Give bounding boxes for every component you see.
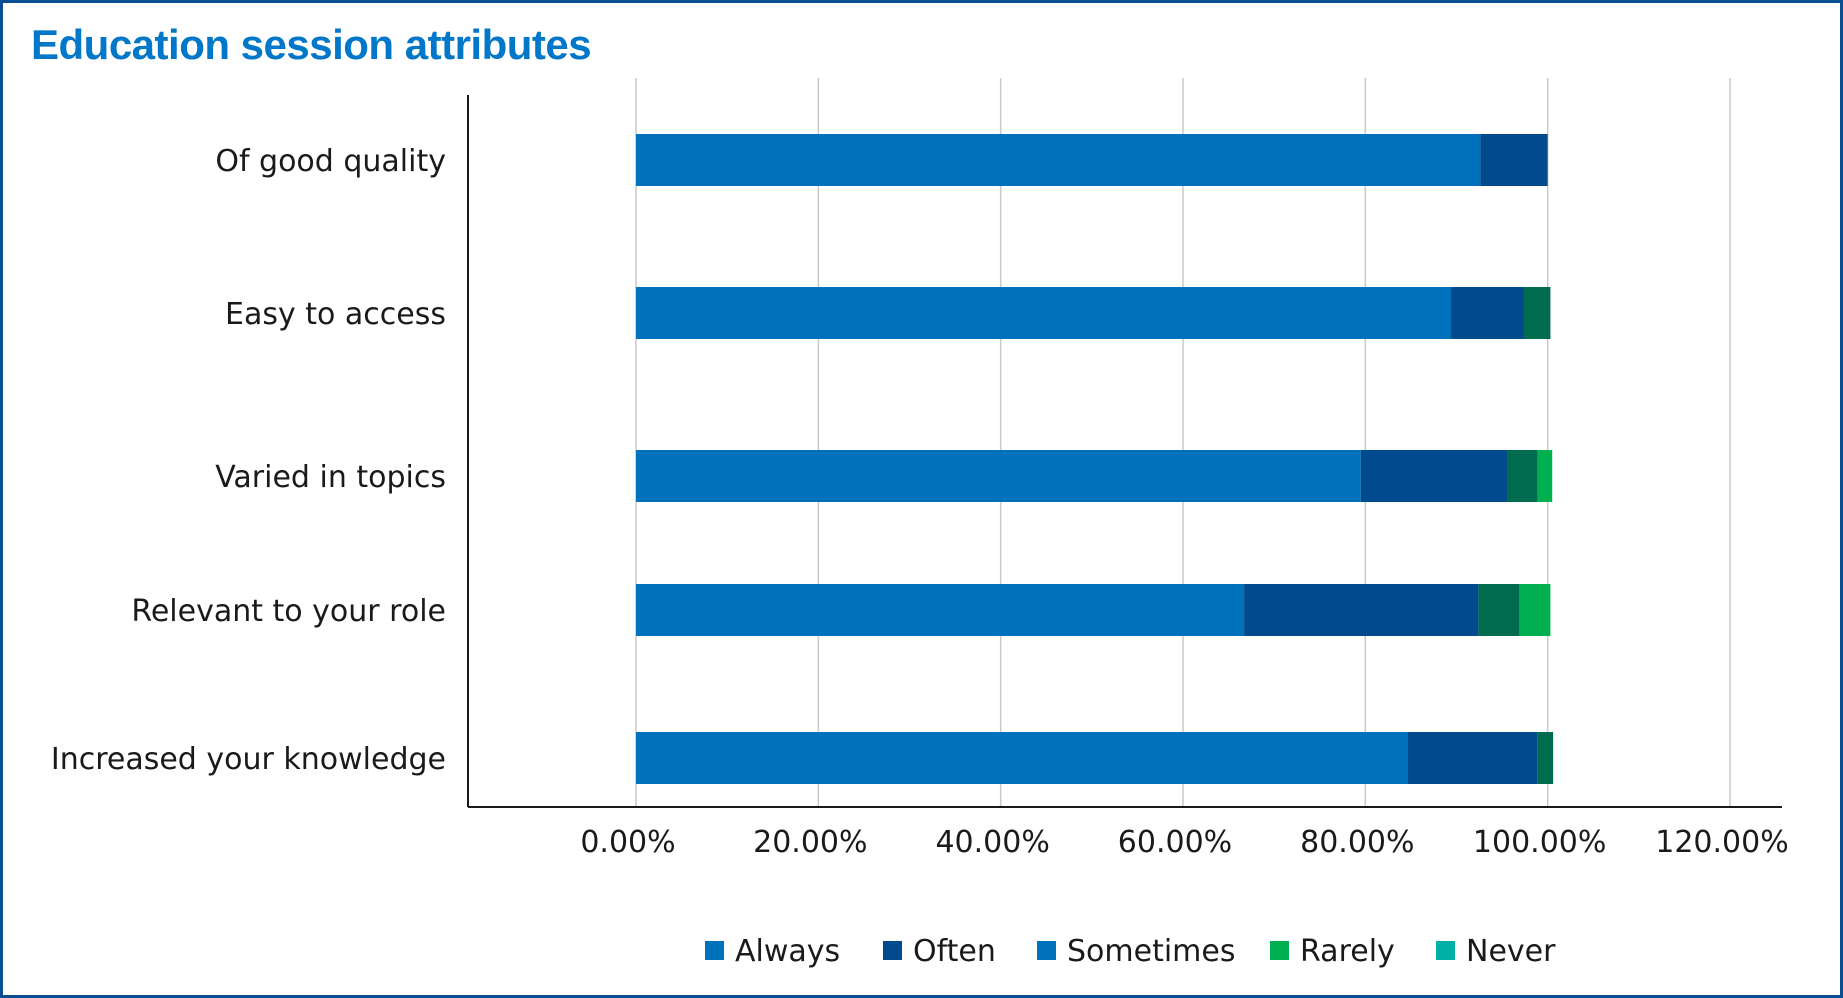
bar-often-0 [1480, 134, 1548, 186]
bar-always-0 [636, 134, 1481, 186]
x-tick-labels: 0.00% 20.00% 40.00% 60.00% 80.00% 100.00% 120.… [580, 825, 1788, 860]
legend-swatch-sometimes [1037, 941, 1056, 960]
bar-sometimes-1 [1523, 287, 1551, 339]
bar-often-1 [1451, 287, 1524, 339]
legend-swatch-never [1436, 941, 1455, 960]
legend-label-always: Always [735, 934, 840, 969]
category-label: Relevant to your role [131, 594, 446, 629]
legend-label-never: Never [1466, 934, 1556, 969]
category-label: Varied in topics [215, 460, 446, 495]
chart-title: Education session attributes [31, 21, 592, 68]
category-label: Of good quality [215, 144, 446, 179]
bar-always-2 [636, 450, 1361, 502]
legend: Always Often Sometimes Rarely Never [705, 934, 1556, 969]
bar-sometimes-4 [1537, 732, 1554, 784]
bar-always-4 [636, 732, 1408, 784]
gridlines [635, 78, 1731, 807]
bar-always-1 [636, 287, 1452, 339]
bar-often-4 [1407, 732, 1538, 784]
bar-often-2 [1360, 450, 1508, 502]
legend-swatch-rarely [1270, 941, 1289, 960]
category-label: Increased your knowledge [51, 742, 446, 777]
axes [467, 95, 1782, 808]
bar-sometimes-2 [1507, 450, 1538, 502]
x-tick-label: 80.00% [1300, 825, 1414, 860]
legend-swatch-often [883, 941, 902, 960]
bar-rarely-3 [1519, 584, 1551, 636]
x-tick-label: 20.00% [753, 825, 867, 860]
legend-label-often: Often [913, 934, 996, 969]
category-label: Easy to access [225, 297, 446, 332]
x-tick-label: 60.00% [1118, 825, 1232, 860]
bar-sometimes-3 [1478, 584, 1520, 636]
x-tick-label: 40.00% [935, 825, 1049, 860]
bar-always-3 [636, 584, 1245, 636]
bars [636, 134, 1554, 784]
legend-label-sometimes: Sometimes [1067, 934, 1236, 969]
bar-rarely-2 [1537, 450, 1553, 502]
x-tick-label: 120.00% [1655, 825, 1788, 860]
x-tick-label: 0.00% [580, 825, 675, 860]
legend-label-rarely: Rarely [1300, 934, 1395, 969]
x-tick-label: 100.00% [1473, 825, 1606, 860]
bar-often-3 [1244, 584, 1479, 636]
legend-swatch-always [705, 941, 724, 960]
category-labels: Of good quality Easy to access Varied in t… [51, 144, 446, 777]
